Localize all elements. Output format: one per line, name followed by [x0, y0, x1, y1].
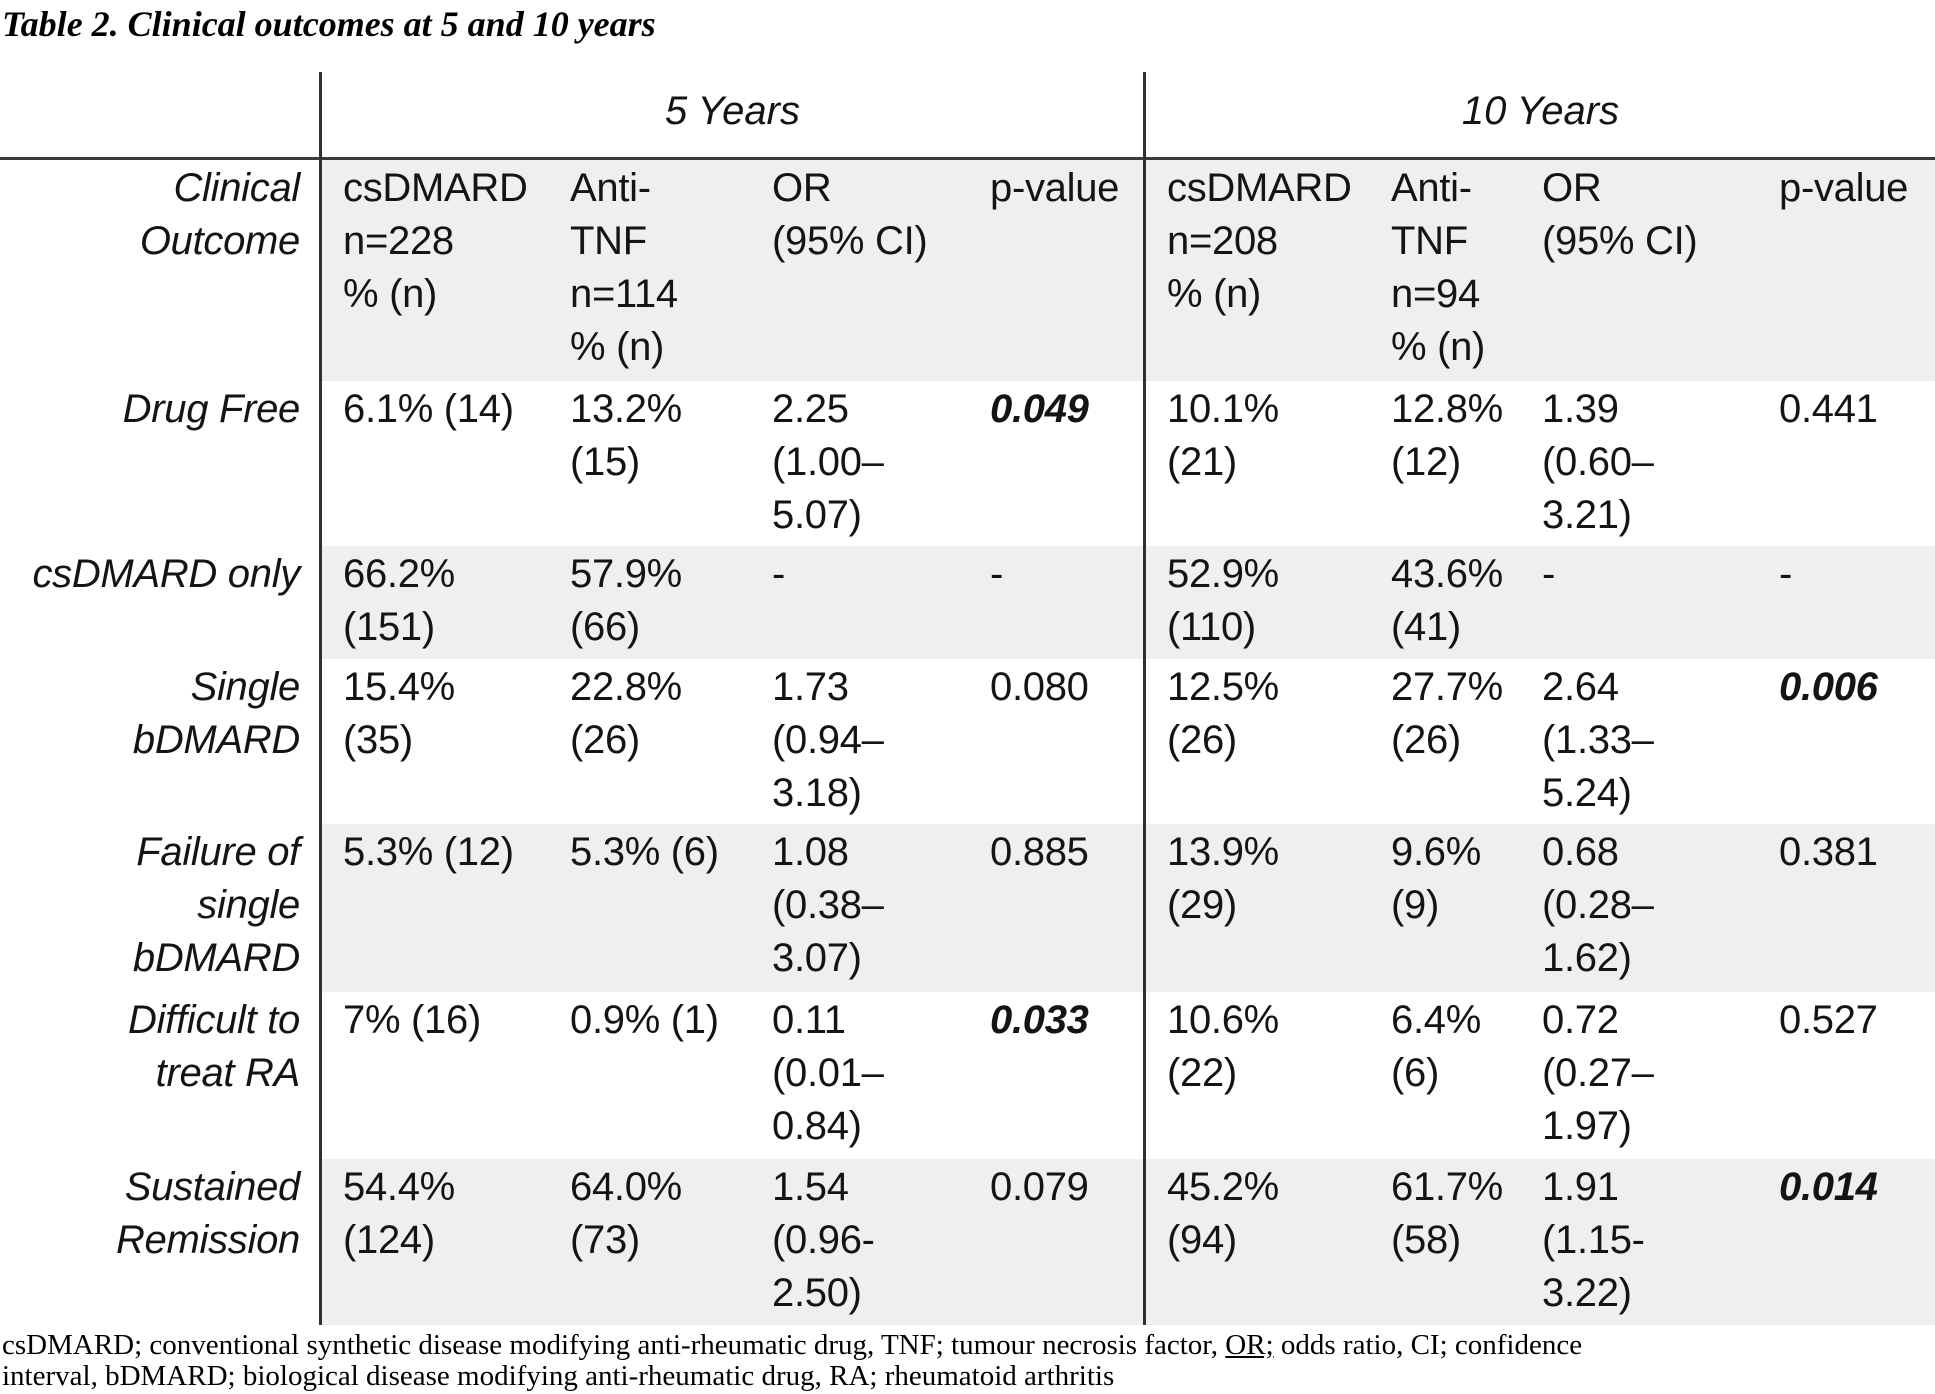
row-label-single-bdmard: Single bDMARD — [0, 659, 322, 824]
p-value-cell: 0.080 — [969, 659, 1146, 824]
data-cell: 0.68 (0.28– 1.62) — [1521, 824, 1758, 992]
data-cell: 22.8% (26) — [549, 659, 751, 824]
p-value-cell: 0.049 — [969, 381, 1146, 546]
p-value-cell: - — [969, 546, 1146, 659]
data-cell: 6.4% (6) — [1370, 992, 1521, 1159]
data-cell: 54.4% (124) — [322, 1159, 549, 1325]
p-value-cell: 0.381 — [1758, 824, 1935, 992]
data-cell: 0.72 (0.27– 1.97) — [1521, 992, 1758, 1159]
footnote-text-1: csDMARD; conventional synthetic disease … — [2, 1329, 1226, 1361]
data-cell: 13.2% (15) — [549, 381, 751, 546]
data-cell: 43.6% (41) — [1370, 546, 1521, 659]
data-cell: 0.9% (1) — [549, 992, 751, 1159]
data-cell: 6.1% (14) — [322, 381, 549, 546]
data-cell: 7% (16) — [322, 992, 549, 1159]
data-cell: 12.5% (26) — [1146, 659, 1370, 824]
data-cell: 1.39 (0.60– 3.21) — [1521, 381, 1758, 546]
table-title: Table 2. Clinical outcomes at 5 and 10 y… — [2, 4, 656, 44]
group-header-5-years: 5 Years — [322, 72, 1146, 160]
data-cell: - — [751, 546, 969, 659]
footnote-text-2: odds ratio, CI; confidence — [1273, 1329, 1583, 1361]
data-cell: 1.73 (0.94– 3.18) — [751, 659, 969, 824]
p-value-cell: - — [1758, 546, 1935, 659]
col-header-p-value-10y: p-value — [1758, 160, 1935, 381]
p-value-cell: 0.079 — [969, 1159, 1146, 1325]
p-value-cell: 0.033 — [969, 992, 1146, 1159]
data-cell: 5.3% (6) — [549, 824, 751, 992]
data-cell: 5.3% (12) — [322, 824, 549, 992]
col-header-p-value-5y: p-value — [969, 160, 1146, 381]
data-cell: 2.64 (1.33– 5.24) — [1521, 659, 1758, 824]
data-cell: 1.91 (1.15- 3.22) — [1521, 1159, 1758, 1325]
footnote-text-line2: interval, bDMARD; biological disease mod… — [2, 1360, 1115, 1392]
corner-spacer — [0, 72, 322, 160]
col-header-anti-tnf-10y: Anti- TNF n=94 % (n) — [1370, 160, 1521, 381]
data-cell: 10.1% (21) — [1146, 381, 1370, 546]
clinical-outcomes-table: 5 Years 10 Years Clinical Outcome csDMAR… — [0, 72, 1935, 1325]
p-value-cell: 0.885 — [969, 824, 1146, 992]
col-header-csdmard-5y: csDMARD n=228 % (n) — [322, 160, 549, 381]
row-label-sustained-remission: Sustained Remission — [0, 1159, 322, 1325]
data-cell: 2.25 (1.00– 5.07) — [751, 381, 969, 546]
row-label-difficult-to-treat-ra: Difficult to treat RA — [0, 992, 322, 1159]
col-header-csdmard-10y: csDMARD n=208 % (n) — [1146, 160, 1370, 381]
data-cell: 10.6% (22) — [1146, 992, 1370, 1159]
data-cell: 12.8% (12) — [1370, 381, 1521, 546]
data-cell: 9.6% (9) — [1370, 824, 1521, 992]
col-header-or-10y: OR (95% CI) — [1521, 160, 1758, 381]
p-value-cell: 0.014 — [1758, 1159, 1935, 1325]
p-value-cell: 0.441 — [1758, 381, 1935, 546]
data-cell: - — [1521, 546, 1758, 659]
p-value-cell: 0.527 — [1758, 992, 1935, 1159]
data-cell: 66.2% (151) — [322, 546, 549, 659]
data-cell: 13.9% (29) — [1146, 824, 1370, 992]
table-footnote: csDMARD; conventional synthetic disease … — [2, 1330, 1932, 1392]
data-cell: 61.7% (58) — [1370, 1159, 1521, 1325]
col-header-or-5y: OR (95% CI) — [751, 160, 969, 381]
data-cell: 52.9% (110) — [1146, 546, 1370, 659]
data-cell: 1.54 (0.96- 2.50) — [751, 1159, 969, 1325]
footnote-or-abbrev: OR; — [1225, 1329, 1274, 1361]
row-label-csdmard-only: csDMARD only — [0, 546, 322, 659]
row-label-drug-free: Drug Free — [0, 381, 322, 546]
data-cell: 64.0% (73) — [549, 1159, 751, 1325]
data-cell: 57.9% (66) — [549, 546, 751, 659]
p-value-cell: 0.006 — [1758, 659, 1935, 824]
col-header-anti-tnf-5y: Anti- TNF n=114 % (n) — [549, 160, 751, 381]
data-cell: 45.2% (94) — [1146, 1159, 1370, 1325]
header-clinical-outcome: Clinical Outcome — [0, 160, 322, 381]
group-header-10-years: 10 Years — [1146, 72, 1935, 160]
data-cell: 0.11 (0.01– 0.84) — [751, 992, 969, 1159]
data-cell: 27.7% (26) — [1370, 659, 1521, 824]
data-cell: 15.4% (35) — [322, 659, 549, 824]
data-cell: 1.08 (0.38– 3.07) — [751, 824, 969, 992]
row-label-failure-single-bdmard: Failure of single bDMARD — [0, 824, 322, 992]
